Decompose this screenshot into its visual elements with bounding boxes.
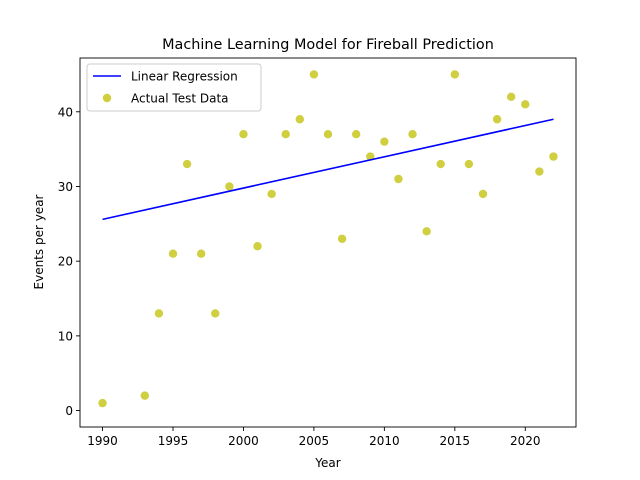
data-point bbox=[98, 398, 107, 408]
data-point bbox=[323, 129, 333, 139]
data-point bbox=[436, 159, 445, 169]
data-point bbox=[337, 234, 347, 243]
x-axis-ticks: 1990 1995 2000 2005 2010 2015 2020 bbox=[87, 427, 541, 448]
data-point bbox=[281, 129, 290, 139]
axes-frame bbox=[79, 57, 577, 428]
data-point bbox=[182, 159, 192, 169]
y-tick-label: 10 bbox=[58, 329, 73, 343]
data-point bbox=[295, 115, 305, 124]
data-point bbox=[492, 115, 502, 124]
data-point bbox=[394, 174, 403, 184]
data-point bbox=[140, 391, 150, 400]
data-point bbox=[408, 129, 417, 139]
data-point bbox=[478, 189, 488, 199]
data-point bbox=[351, 129, 361, 139]
data-point bbox=[253, 242, 262, 251]
x-tick-label: 1995 bbox=[158, 434, 189, 448]
data-point bbox=[535, 167, 544, 176]
data-point bbox=[506, 92, 516, 102]
y-tick-label: 0 bbox=[65, 404, 73, 418]
data-point bbox=[211, 309, 220, 318]
y-tick-label: 40 bbox=[58, 105, 73, 119]
x-tick-label: 2020 bbox=[510, 434, 541, 448]
data-point bbox=[464, 159, 474, 169]
data-point bbox=[196, 249, 206, 258]
x-tick-label: 2005 bbox=[299, 434, 330, 448]
x-tick-label: 2015 bbox=[440, 434, 471, 448]
data-point bbox=[549, 152, 558, 161]
legend-label-regression: Linear Regression bbox=[131, 70, 238, 84]
data-point bbox=[168, 249, 178, 258]
x-tick-label: 1990 bbox=[87, 434, 118, 448]
x-axis-label: Year bbox=[314, 456, 340, 470]
data-point bbox=[422, 227, 431, 236]
x-tick-label: 2010 bbox=[369, 434, 400, 448]
legend: Linear Regression Actual Test Data bbox=[86, 63, 262, 112]
data-point bbox=[225, 182, 234, 191]
y-axis-ticks: 0 10 20 30 40 bbox=[58, 105, 80, 418]
legend-box bbox=[86, 63, 262, 112]
data-point bbox=[309, 70, 319, 79]
plot-area bbox=[79, 57, 577, 428]
data-point bbox=[521, 100, 530, 109]
data-point bbox=[450, 70, 460, 79]
legend-marker-swatch bbox=[102, 93, 112, 103]
y-tick-label: 20 bbox=[58, 255, 73, 269]
data-point bbox=[239, 129, 248, 139]
data-point bbox=[380, 137, 389, 146]
chart-title: Machine Learning Model for Fireball Pred… bbox=[162, 37, 494, 53]
y-tick-label: 30 bbox=[58, 180, 73, 194]
regression-line bbox=[102, 118, 554, 221]
data-point bbox=[267, 189, 276, 199]
legend-label-test-data: Actual Test Data bbox=[131, 92, 229, 106]
y-axis-label: Events per year bbox=[32, 194, 46, 289]
data-point bbox=[154, 309, 164, 318]
x-tick-label: 2000 bbox=[228, 434, 259, 448]
